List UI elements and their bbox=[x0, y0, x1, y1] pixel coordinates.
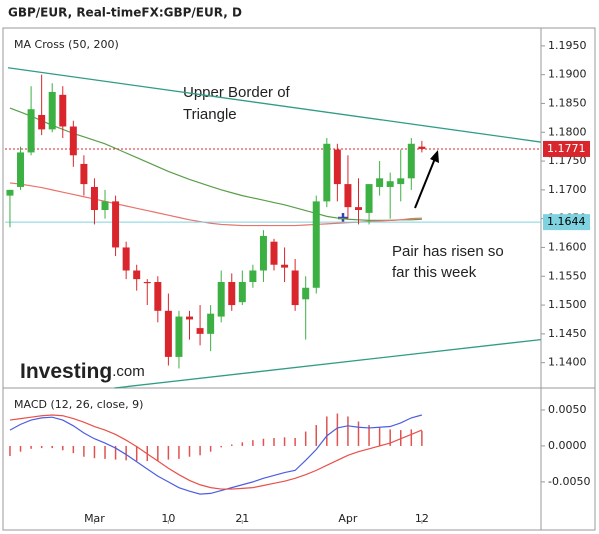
x-tick-label: Apr bbox=[338, 512, 358, 525]
y-tick-label: -0.0050 bbox=[548, 475, 590, 488]
candle-body bbox=[207, 313, 215, 334]
candle-body bbox=[333, 149, 341, 185]
x-tick-label: 12 bbox=[415, 512, 429, 525]
frame bbox=[2, 27, 596, 531]
candle-body bbox=[386, 181, 394, 187]
candle-body bbox=[38, 114, 46, 130]
x-tick-label: Mar bbox=[84, 512, 105, 525]
y-tick-label: 1.1400 bbox=[548, 356, 587, 369]
trendline bbox=[114, 338, 541, 389]
candle-body bbox=[59, 94, 67, 127]
y-tick-label: 1.1800 bbox=[548, 125, 587, 138]
candle-body bbox=[186, 316, 194, 320]
annotation: far this week bbox=[392, 264, 477, 281]
macd-line bbox=[9, 414, 423, 495]
candle-body bbox=[217, 282, 225, 317]
chart-title: GBP/EUR, Real-timeFX:GBP/EUR, D bbox=[8, 6, 242, 20]
candle-body bbox=[154, 282, 162, 311]
x-tick-label: 10 bbox=[161, 512, 175, 525]
price-tag-label: 1.1644 bbox=[547, 215, 586, 228]
y-tick-label: 1.1700 bbox=[548, 183, 587, 196]
candle-body bbox=[302, 287, 310, 300]
y-tick-label: 1.1550 bbox=[548, 269, 587, 282]
candle-body bbox=[101, 201, 109, 211]
annotation: Triangle bbox=[183, 106, 237, 123]
y-tick-label: 1.1500 bbox=[548, 298, 587, 311]
candle-body bbox=[143, 282, 151, 284]
candle-body bbox=[376, 178, 384, 187]
candle-body bbox=[90, 186, 98, 211]
y-tick-label: 1.1950 bbox=[548, 39, 587, 52]
candle-body bbox=[133, 270, 141, 280]
arrow bbox=[414, 155, 437, 209]
price-tag bbox=[543, 140, 590, 157]
candle-body bbox=[6, 189, 14, 196]
watermark-text: Investing bbox=[20, 360, 112, 383]
candle-body bbox=[354, 207, 362, 211]
candle-body bbox=[69, 126, 77, 156]
y-tick-label: 0.0050 bbox=[548, 403, 587, 416]
y-tick-label: 1.1750 bbox=[548, 154, 587, 167]
candle-body bbox=[228, 282, 236, 306]
panel-label: MA Cross (50, 200) bbox=[14, 38, 119, 51]
watermark-suffix: .com bbox=[112, 363, 145, 380]
candle-body bbox=[175, 316, 183, 357]
price-tag bbox=[543, 214, 590, 231]
trendline bbox=[7, 67, 541, 143]
candle-body bbox=[249, 270, 257, 283]
x-tick-label: 21 bbox=[235, 512, 249, 525]
candle-body bbox=[344, 184, 352, 208]
candle-body bbox=[365, 184, 373, 213]
candle-body bbox=[312, 201, 320, 288]
arrow-head bbox=[430, 150, 439, 163]
candle-body bbox=[323, 143, 331, 202]
candle-body bbox=[122, 247, 130, 271]
y-tick-label: 1.1850 bbox=[548, 96, 587, 109]
candle-body bbox=[281, 264, 289, 268]
candle-body bbox=[407, 143, 415, 179]
candle-body bbox=[418, 146, 426, 149]
candle-body bbox=[291, 270, 299, 306]
watermark: Investing.com bbox=[20, 360, 145, 383]
candle-body bbox=[164, 310, 172, 357]
candle-body bbox=[259, 235, 267, 271]
macd-line bbox=[9, 414, 423, 490]
candle-body bbox=[17, 152, 25, 187]
candle-body bbox=[270, 241, 278, 265]
candle-body bbox=[196, 328, 204, 334]
candle-body bbox=[112, 201, 120, 248]
y-tick-label: 1.1600 bbox=[548, 240, 587, 253]
candle-body bbox=[397, 178, 405, 185]
moving-average bbox=[9, 107, 422, 221]
panel-label: MACD (12, 26, close, 9) bbox=[14, 398, 143, 411]
candle-body bbox=[48, 91, 56, 130]
candle-body bbox=[80, 163, 88, 185]
candle-body bbox=[238, 282, 246, 303]
y-tick-label: 0.0000 bbox=[548, 439, 587, 452]
candle-body bbox=[27, 109, 35, 153]
annotation: Pair has risen so bbox=[392, 243, 504, 260]
moving-average bbox=[9, 182, 422, 227]
y-tick-label: 1.1900 bbox=[548, 68, 587, 81]
price-tag-label: 1.1771 bbox=[547, 142, 586, 155]
y-tick-label: 1.1450 bbox=[548, 327, 587, 340]
annotation: Upper Border of bbox=[183, 84, 291, 101]
